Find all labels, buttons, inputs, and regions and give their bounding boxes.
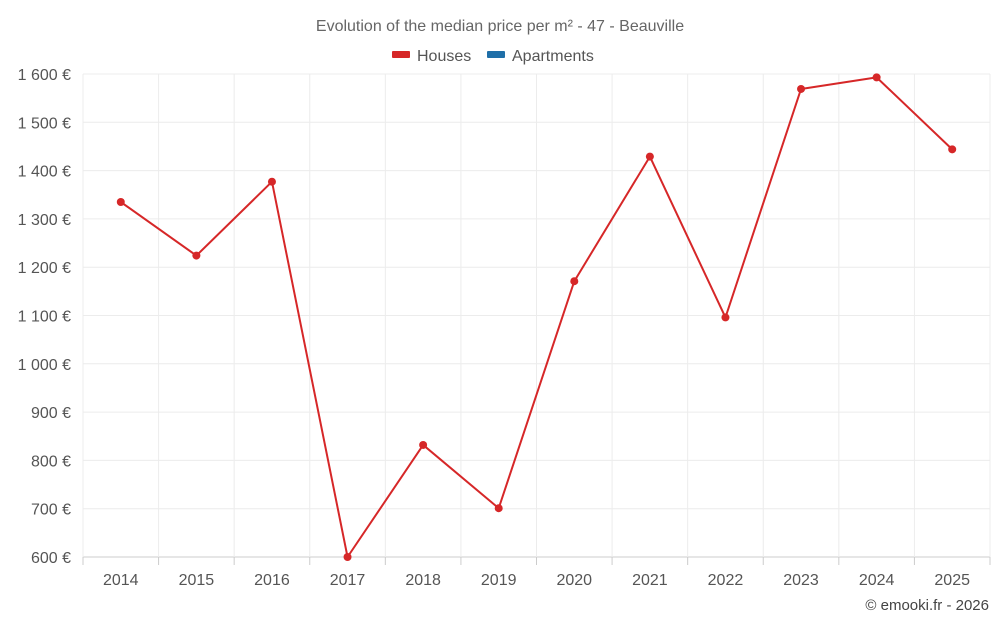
chart-title: Evolution of the median price per m² - 4…	[316, 18, 684, 35]
y-tick-label: 1 400 €	[18, 164, 71, 181]
x-tick-label: 2018	[405, 572, 441, 589]
data-point-houses[interactable]	[872, 73, 881, 82]
data-point-houses[interactable]	[721, 313, 730, 322]
x-tick-label: 2022	[708, 572, 744, 589]
legend-label-apartments: Apartments	[512, 48, 594, 65]
x-tick-label: 2014	[103, 572, 139, 589]
data-point-houses[interactable]	[570, 277, 579, 286]
x-tick-label: 2024	[859, 572, 895, 589]
y-tick-label: 1 200 €	[18, 260, 71, 277]
series-line-houses	[120, 76, 953, 558]
data-point-houses[interactable]	[192, 251, 201, 260]
x-tick-label: 2016	[254, 572, 290, 589]
y-axis: 600 € 700 € 800 € 900 € 1 000 € 1 100 € 1 200 …	[18, 67, 71, 567]
data-point-houses[interactable]	[797, 84, 806, 93]
x-tick-label: 2021	[632, 572, 668, 589]
y-tick-label: 1 600 €	[18, 67, 71, 84]
legend-swatch-houses	[392, 51, 410, 58]
y-tick-label: 1 100 €	[18, 309, 71, 326]
data-point-houses[interactable]	[645, 152, 654, 161]
data-point-houses[interactable]	[267, 177, 276, 186]
series-layer	[116, 73, 957, 561]
data-point-houses[interactable]	[116, 197, 125, 206]
x-tick-label: 2023	[783, 572, 819, 589]
legend-item-houses[interactable]: Houses	[392, 48, 471, 65]
legend[interactable]: Houses Apartments	[392, 48, 594, 65]
x-tick-label: 2017	[330, 572, 366, 589]
data-point-houses[interactable]	[948, 145, 957, 154]
x-tick-label: 2025	[934, 572, 970, 589]
credit: © emooki.fr - 2026	[865, 597, 989, 614]
data-point-houses[interactable]	[343, 553, 352, 561]
grid	[82, 73, 991, 558]
y-tick-label: 600 €	[31, 550, 71, 567]
y-tick-label: 700 €	[31, 502, 71, 519]
legend-swatch-apartments	[487, 51, 505, 58]
y-tick-label: 1 000 €	[18, 357, 71, 374]
x-tick-label: 2015	[179, 572, 215, 589]
x-tick-label: 2020	[556, 572, 592, 589]
x-tick-label: 2019	[481, 572, 517, 589]
legend-item-apartments[interactable]: Apartments	[487, 48, 594, 65]
y-tick-label: 1 500 €	[18, 115, 71, 132]
y-tick-label: 800 €	[31, 453, 71, 470]
data-point-houses[interactable]	[419, 440, 428, 449]
legend-label-houses: Houses	[417, 48, 471, 65]
data-point-houses[interactable]	[494, 504, 503, 513]
y-tick-label: 900 €	[31, 405, 71, 422]
x-axis: 2014 2015 2016 2017 2018 2019 2020 2021 2022 2023…	[82, 557, 991, 589]
y-tick-label: 1 300 €	[18, 212, 71, 229]
